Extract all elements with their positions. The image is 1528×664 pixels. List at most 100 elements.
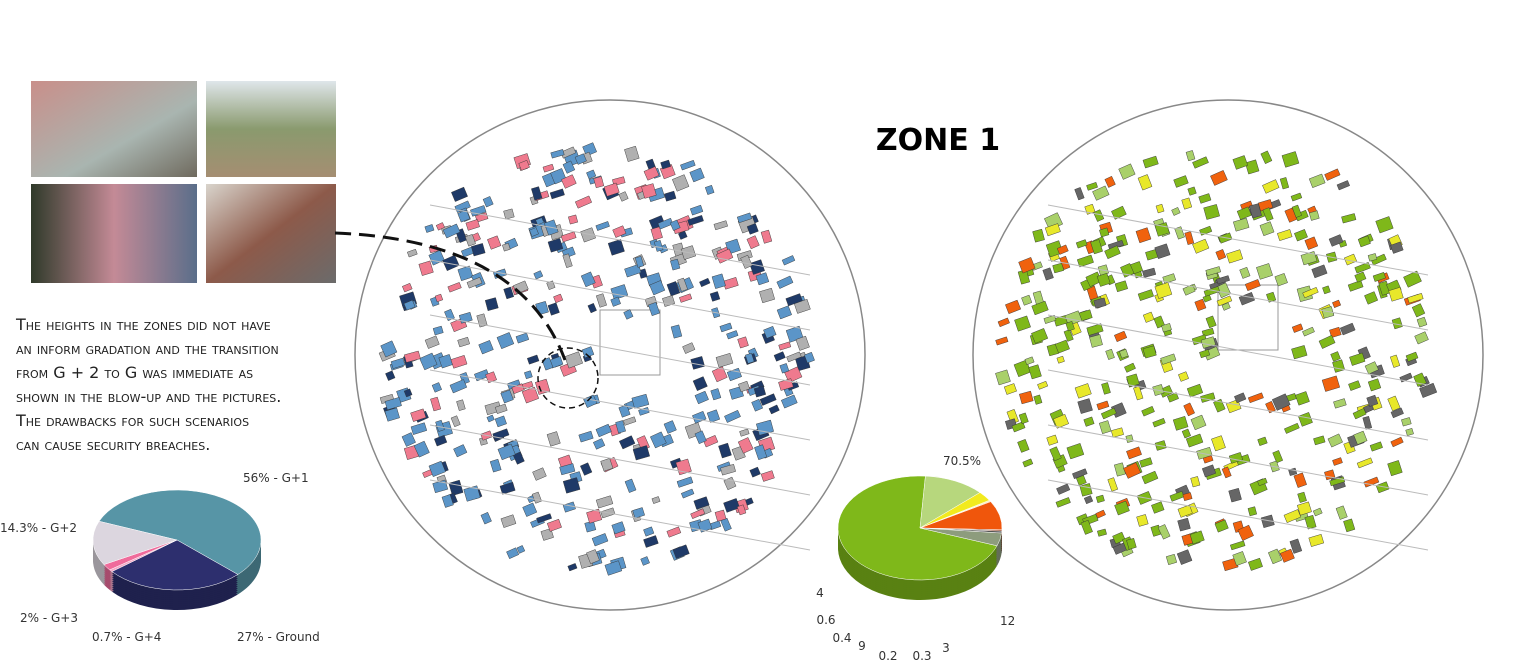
building: [1105, 348, 1115, 360]
building: [687, 215, 704, 226]
building: [518, 159, 530, 171]
building: [1216, 295, 1233, 307]
building: [776, 305, 792, 320]
road: [429, 424, 811, 496]
description-line: can cause security breaches.: [16, 435, 210, 454]
building: [670, 324, 683, 339]
building: [995, 369, 1011, 386]
building: [1291, 345, 1308, 360]
building: [1259, 221, 1275, 237]
building: [1257, 477, 1268, 487]
building: [1333, 398, 1347, 409]
building: [499, 481, 516, 495]
building: [1375, 481, 1390, 494]
pie-slice: [919, 475, 981, 529]
building: [506, 547, 520, 559]
building: [1390, 436, 1404, 448]
building: [535, 378, 551, 395]
building: [1297, 491, 1307, 503]
building: [714, 509, 727, 522]
building: [494, 403, 508, 414]
building: [1174, 226, 1185, 240]
building: [521, 386, 540, 404]
building: [1114, 280, 1128, 293]
building: [715, 248, 734, 264]
building: [723, 476, 737, 491]
building: [632, 507, 645, 519]
building: [785, 293, 803, 307]
building: [486, 414, 495, 423]
photo: [31, 184, 197, 283]
slice-label: 14.3% - G+2: [0, 521, 77, 535]
building: [586, 549, 600, 564]
building: [1389, 354, 1401, 368]
building: [624, 264, 642, 278]
building: [1247, 506, 1258, 517]
building: [1142, 311, 1155, 323]
building: [1284, 422, 1300, 434]
building: [1247, 392, 1264, 404]
building: [567, 563, 578, 572]
building: [418, 260, 434, 276]
building: [586, 508, 603, 524]
building: [532, 467, 547, 481]
building: [1339, 322, 1356, 336]
building: [1321, 306, 1335, 319]
building: [623, 309, 634, 320]
building: [1268, 548, 1283, 565]
building: [457, 209, 471, 223]
zone-circle: [354, 99, 866, 611]
building: [1312, 507, 1323, 517]
building: [1142, 345, 1157, 359]
building: [1260, 150, 1273, 164]
building: [1260, 514, 1275, 528]
building: [562, 477, 581, 494]
building: [1185, 150, 1196, 162]
building: [1210, 170, 1228, 186]
building: [1045, 240, 1064, 258]
building: [682, 342, 696, 354]
building: [726, 330, 739, 340]
building: [1075, 239, 1088, 249]
building: [1205, 315, 1217, 329]
pie-slice: [98, 489, 262, 575]
building: [650, 226, 663, 241]
building: [494, 415, 507, 428]
building: [553, 293, 564, 304]
building: [1321, 375, 1341, 392]
building: [640, 556, 650, 566]
building: [604, 560, 623, 576]
building: [1162, 273, 1176, 284]
building: [1194, 298, 1207, 312]
building: [1065, 321, 1075, 332]
building: [1304, 515, 1317, 530]
building: [1181, 197, 1193, 210]
building: [561, 174, 577, 189]
building: [500, 514, 517, 528]
building: [710, 388, 722, 401]
building: [1401, 417, 1412, 427]
building: [465, 219, 480, 231]
building: [1329, 326, 1342, 338]
building: [711, 366, 728, 383]
building: [660, 159, 671, 170]
building: [560, 231, 577, 243]
building: [390, 357, 406, 369]
building: [676, 476, 694, 488]
road: [1047, 369, 1429, 441]
building: [1056, 483, 1071, 495]
photo: [31, 81, 197, 177]
building: [441, 494, 454, 508]
building: [643, 166, 660, 181]
building: [779, 363, 790, 374]
building: [1133, 385, 1144, 401]
building: [380, 340, 398, 358]
road: [429, 204, 811, 276]
building: [1347, 280, 1364, 292]
building: [736, 504, 747, 516]
building: [1283, 509, 1302, 523]
building: [1054, 339, 1070, 354]
building: [432, 325, 444, 336]
building: [453, 444, 468, 458]
building: [1114, 330, 1128, 342]
